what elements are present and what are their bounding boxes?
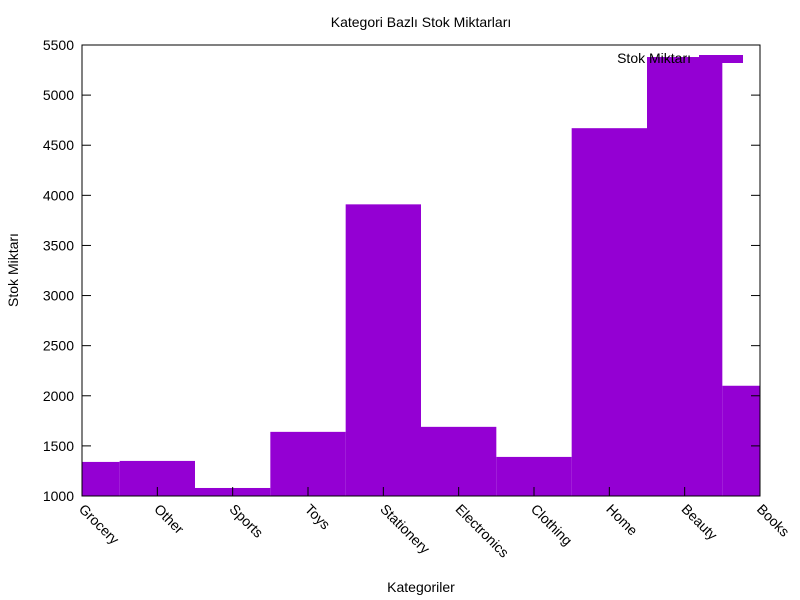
- y-tick-label: 4500: [43, 137, 74, 153]
- y-axis-label: Stok Miktarı: [5, 233, 21, 307]
- x-tick-label: Stationery: [377, 501, 433, 557]
- bar-toys: [270, 431, 346, 496]
- x-tick-label: Books: [754, 501, 793, 540]
- x-axis-ticks: Grocery Other Sports Toys Stationery Electron…: [76, 487, 793, 561]
- chart-title: Kategori Bazlı Stok Miktarları: [331, 14, 512, 30]
- x-axis-label: Kategoriler: [387, 579, 455, 595]
- x-tick-label: Grocery: [76, 501, 123, 548]
- y-tick-label: 3000: [43, 288, 74, 304]
- y-tick-label: 2500: [43, 338, 74, 354]
- legend: Stok Miktarı: [617, 50, 743, 66]
- y-tick-label: 1500: [43, 438, 74, 454]
- legend-label: Stok Miktarı: [617, 50, 691, 66]
- legend-swatch: [699, 55, 743, 63]
- y-tick-label: 2000: [43, 388, 74, 404]
- x-tick-label: Electronics: [453, 501, 513, 561]
- x-tick-label: Sports: [227, 501, 267, 541]
- x-tick-label: Toys: [302, 501, 334, 533]
- bar-books: [722, 385, 760, 496]
- bar-home: [571, 128, 647, 496]
- bars-group: [82, 57, 760, 496]
- y-axis-ticks: 1000 1500 2000 2500 3000 3500 4000 4500 5000 5500: [43, 37, 760, 504]
- x-tick-label: Beauty: [679, 501, 721, 543]
- y-tick-label: 3500: [43, 237, 74, 253]
- y-tick-label: 1000: [43, 488, 74, 504]
- bar-beauty: [647, 57, 723, 496]
- y-tick-label: 5000: [43, 87, 74, 103]
- x-tick-label: Other: [151, 501, 187, 537]
- x-tick-label: Home: [603, 501, 641, 539]
- y-tick-label: 5500: [43, 37, 74, 53]
- bar-grocery: [82, 461, 120, 496]
- bar-stationery: [345, 204, 421, 496]
- plot-frame: [81, 44, 761, 497]
- x-tick-label: Clothing: [528, 501, 576, 549]
- y-tick-label: 4000: [43, 187, 74, 203]
- bar-electronics: [421, 426, 497, 496]
